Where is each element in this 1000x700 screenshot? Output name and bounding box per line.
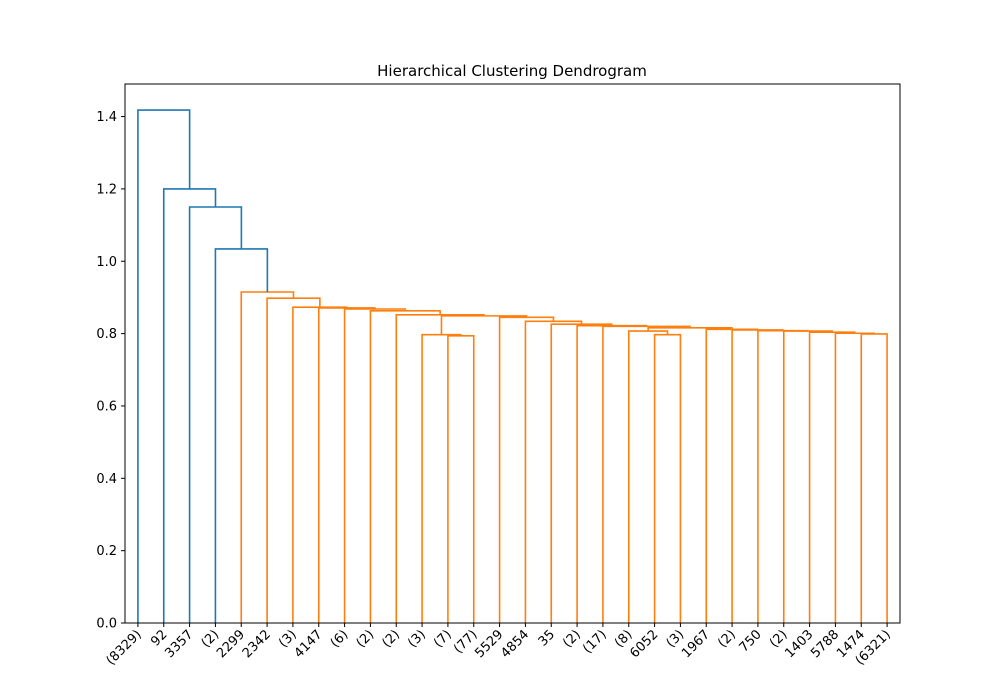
dendrogram-link [550, 323, 613, 623]
x-tick-label: 5529 [472, 627, 506, 661]
x-tick-label: (17) [580, 627, 609, 656]
y-tick-label: 1.4 [96, 110, 117, 125]
y-tick-label: 0.4 [96, 472, 117, 487]
x-tick-label: 35 [536, 627, 558, 649]
dendrogram-link [602, 325, 691, 623]
dendrogram-link [860, 333, 888, 623]
x-tick-label: 4147 [292, 627, 326, 661]
dendrogram-link [369, 310, 441, 623]
dendrogram-links [137, 109, 888, 623]
dendrogram-link [421, 333, 462, 623]
x-tick-label: (2) [715, 627, 739, 651]
dendrogram-link [653, 333, 682, 623]
x-tick-label: (6) [328, 627, 352, 651]
dendrogram-link [137, 109, 191, 623]
x-tick-label: (2) [379, 627, 403, 651]
dendrogram-link [395, 313, 485, 623]
y-tick-label: 1.0 [96, 255, 117, 270]
x-tick-label: (8329) [104, 627, 145, 668]
chart-title: Hierarchical Clustering Dendrogram [377, 62, 647, 80]
dendrogram-link [498, 316, 555, 623]
dendrogram-link [447, 334, 475, 623]
x-tick-label: 5788 [808, 627, 842, 661]
dendrogram-link [292, 306, 348, 623]
y-axis: 0.0 0.2 0.4 0.6 0.8 1.0 1.2 1.4 [96, 110, 125, 632]
x-tick-label: 750 [737, 627, 765, 655]
x-tick-label: 6052 [627, 627, 661, 661]
dendrogram-link [834, 332, 875, 623]
y-tick-label: 0.6 [96, 399, 117, 414]
dendrogram-link [317, 307, 376, 623]
dendrogram-link [524, 320, 583, 623]
dendrogram-link [214, 248, 269, 623]
y-tick-label: 0.8 [96, 327, 117, 342]
dendrogram-link [808, 331, 856, 623]
x-tick-label: 2299 [214, 627, 248, 661]
x-tick-label: (3) [405, 627, 429, 651]
y-tick-label: 0.2 [96, 544, 117, 559]
x-tick-label: 1403 [782, 627, 816, 661]
x-tick-label: 2342 [240, 627, 274, 661]
x-tick-label: (2) [354, 627, 378, 651]
dendrogram-link [576, 324, 648, 623]
y-tick-label: 1.2 [96, 182, 117, 197]
dendrogram-link [782, 330, 833, 623]
dendrogram-link [757, 329, 809, 623]
x-tick-label: 3357 [162, 627, 196, 661]
y-tick-label: 0.0 [96, 617, 117, 632]
x-tick-label: 4854 [498, 627, 532, 661]
plot-frame [124, 83, 901, 624]
x-tick-label: 1967 [679, 627, 713, 661]
dendrogram-link [627, 330, 669, 623]
dendrogram-link [440, 315, 528, 335]
